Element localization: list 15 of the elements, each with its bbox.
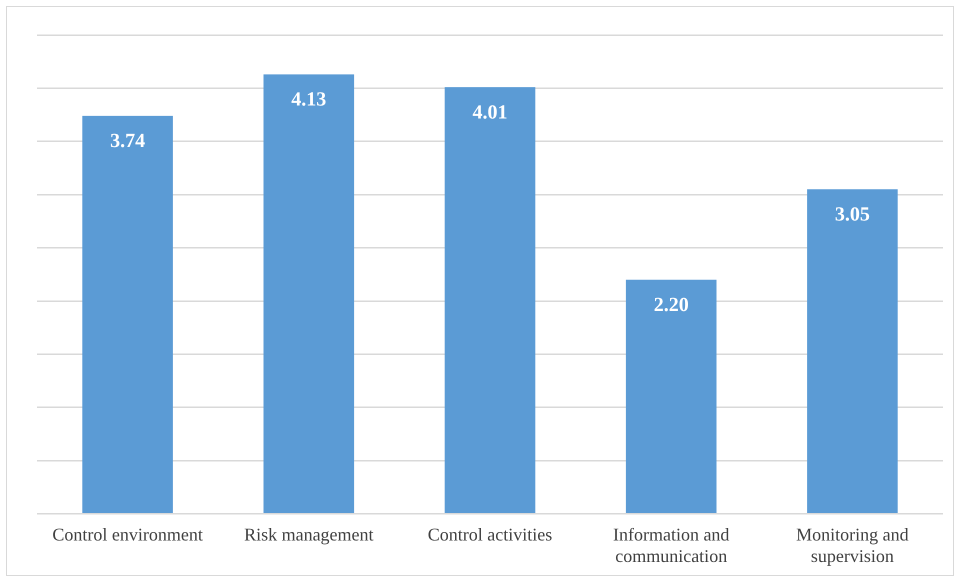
bar <box>82 116 173 514</box>
bar <box>807 189 898 514</box>
x-tick-label: Information and communication <box>612 524 730 566</box>
x-tick-label: Risk management <box>244 524 374 544</box>
bar <box>264 74 354 514</box>
data-label: 4.13 <box>291 88 326 111</box>
data-label: 3.05 <box>834 203 870 226</box>
bar <box>626 280 716 514</box>
data-label: 3.74 <box>110 130 146 152</box>
data-label: 4.01 <box>472 101 508 124</box>
x-tick-label: Monitoring and supervision <box>796 524 909 566</box>
bar <box>444 87 536 514</box>
x-tick-label: Control activities <box>428 524 552 544</box>
x-tick-label: Control environment <box>52 524 203 544</box>
data-label: 2.20 <box>654 294 689 316</box>
